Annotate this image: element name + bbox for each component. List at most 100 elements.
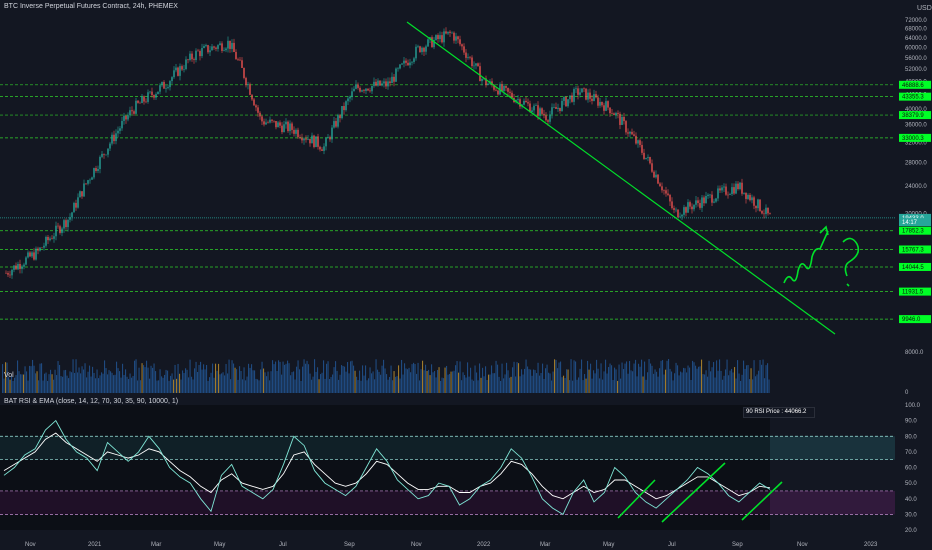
volume-bar — [24, 366, 26, 393]
volume-bar — [183, 373, 185, 393]
volume-bar — [296, 366, 298, 393]
candle — [175, 67, 177, 71]
candle — [383, 81, 385, 84]
candle — [533, 105, 535, 111]
candle — [547, 120, 549, 122]
volume-bar — [407, 369, 409, 393]
volume-bar — [21, 374, 23, 393]
price-tick-label: 40000.0 — [905, 107, 927, 113]
candle — [63, 220, 65, 229]
candle — [129, 110, 131, 116]
volume-bar — [390, 365, 392, 393]
volume-bar — [332, 374, 334, 393]
volume-bar — [690, 379, 692, 393]
candle — [295, 129, 297, 134]
volume-bar — [443, 378, 445, 393]
volume-bar — [687, 365, 689, 393]
volume-bar — [767, 363, 769, 393]
candle — [733, 187, 735, 194]
candle — [203, 46, 205, 49]
candle — [665, 190, 667, 194]
rsi-pane[interactable] — [0, 405, 895, 530]
volume-bar — [464, 375, 466, 393]
volume-bar — [119, 371, 121, 393]
volume-bar — [207, 380, 209, 393]
candle — [573, 89, 575, 102]
volume-bar — [738, 373, 740, 393]
volume-bar — [101, 372, 103, 393]
volume-bar — [458, 372, 460, 393]
candle — [323, 146, 325, 151]
volume-bar — [503, 378, 505, 393]
volume-bar — [558, 362, 560, 393]
volume-bar — [609, 363, 611, 393]
rsi-background — [0, 405, 770, 530]
volume-bar — [654, 369, 656, 393]
volume-bar — [17, 360, 19, 393]
volume-bar — [384, 368, 386, 393]
volume-bar — [657, 376, 659, 393]
candle — [539, 108, 541, 116]
candle — [207, 45, 209, 53]
candle — [299, 137, 301, 139]
volume-bar — [35, 373, 37, 393]
candle — [525, 100, 527, 103]
volume-bar — [59, 365, 61, 393]
candle — [427, 39, 429, 47]
indicator-title[interactable]: BAT RSI & EMA (close, 14, 12, 70, 30, 35… — [4, 398, 179, 405]
price-tick-label: 68000.0 — [905, 27, 927, 33]
volume-bar — [369, 367, 371, 393]
candle — [181, 66, 183, 70]
candle — [633, 134, 635, 136]
candle — [197, 50, 199, 52]
volume-bar — [309, 373, 311, 393]
candle — [85, 183, 87, 185]
volume-bar — [320, 374, 322, 393]
volume-bar — [543, 378, 545, 393]
currency-label: USD — [917, 5, 932, 12]
candle — [133, 111, 135, 114]
rsi-axis[interactable]: 100.0 90.0 80.0 70.0 60.0 50.0 40.0 30.0 20.0 — [905, 403, 921, 534]
candle — [199, 51, 201, 57]
volume-bar — [236, 369, 238, 393]
time-axis[interactable]: Nov 2021 Mar May Jul Sep Nov 2022 Mar May Jul Sep No… — [25, 542, 878, 548]
volume-bar — [620, 378, 622, 393]
candle — [541, 108, 543, 114]
candle — [249, 84, 251, 95]
candle — [407, 62, 409, 66]
volume-bar — [105, 368, 107, 393]
candle — [355, 84, 357, 89]
candle — [329, 137, 331, 140]
volume-bar — [435, 377, 437, 393]
candle — [123, 115, 125, 121]
candle — [641, 144, 643, 153]
price-level-label: 14044.5 — [902, 265, 924, 271]
candle — [743, 192, 745, 194]
volume-bar — [728, 375, 730, 393]
volume-bar — [36, 371, 38, 393]
candle — [77, 197, 79, 208]
candle — [583, 88, 585, 90]
volume-bar — [500, 380, 502, 393]
price-pane[interactable] — [0, 21, 895, 335]
price-axis[interactable]: 72000.0 68000.0 64000.0 60000.0 56000.0 52000… — [899, 18, 931, 356]
volume-bar — [656, 371, 658, 393]
candle — [167, 87, 169, 89]
volume-bar — [281, 374, 283, 393]
candle — [371, 85, 373, 92]
volume-bar — [48, 374, 50, 393]
candle — [585, 88, 587, 100]
volume-bar — [708, 360, 710, 393]
volume-bar — [539, 375, 541, 393]
candle — [169, 81, 171, 88]
candle — [201, 48, 203, 57]
candle — [319, 146, 321, 150]
volume-bar — [305, 363, 307, 393]
candle — [601, 101, 603, 106]
symbol-title[interactable]: BTC Inverse Perpetual Futures Contract, … — [4, 3, 178, 10]
candle — [265, 122, 267, 125]
volume-bar — [404, 363, 406, 393]
volume-bar — [176, 378, 178, 393]
volume-bar — [308, 364, 310, 393]
